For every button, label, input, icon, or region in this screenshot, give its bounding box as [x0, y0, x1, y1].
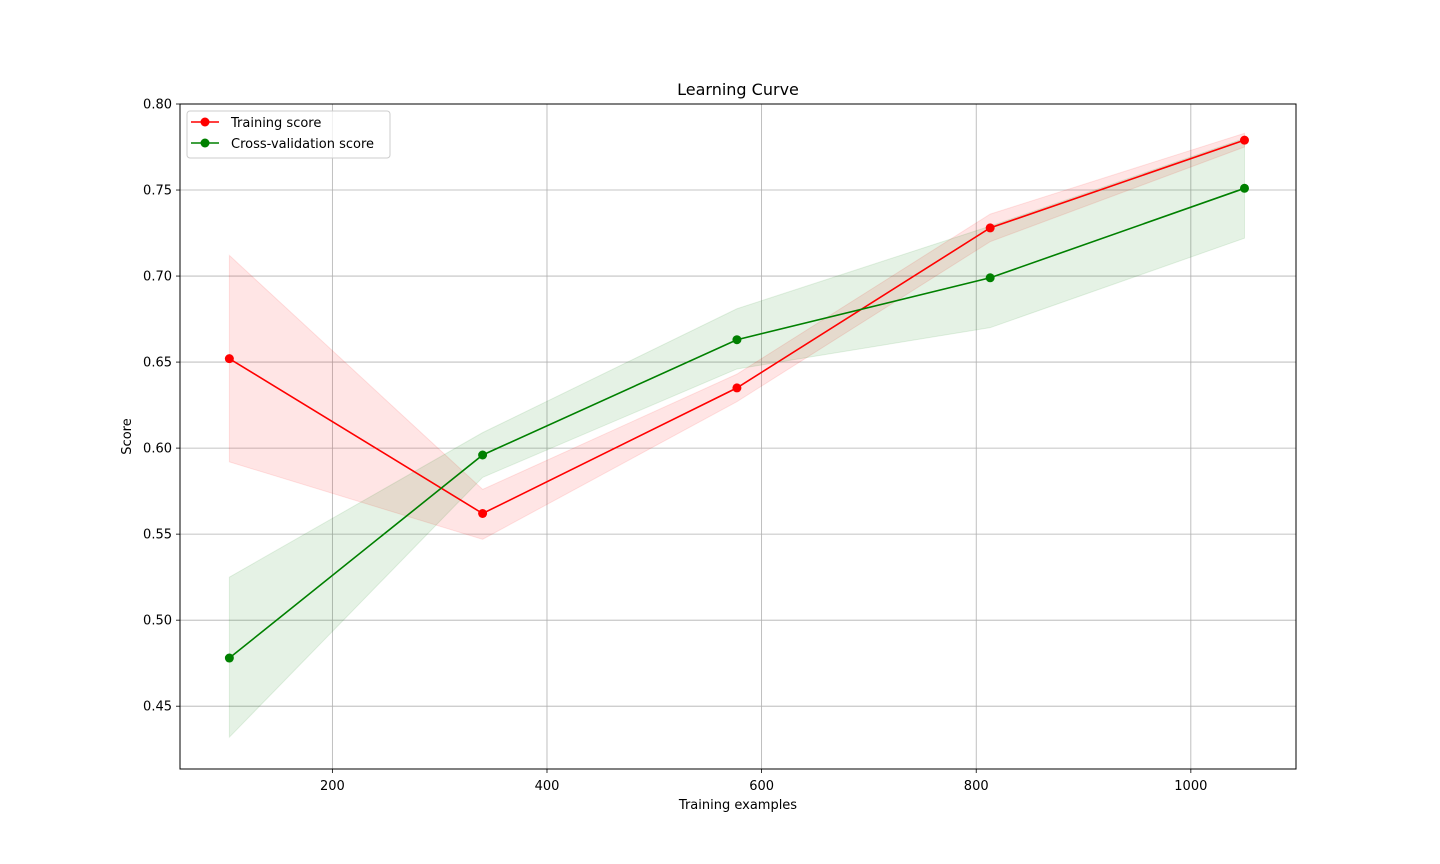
band-cv — [228, 137, 1245, 739]
y-tick-label: 0.70 — [143, 270, 172, 285]
point-cv — [224, 653, 234, 663]
y-tick-label: 0.60 — [143, 442, 172, 457]
axis-ticks: 200 400 600 800 1000 0.45 0.50 0.55 0.60 0.65 0.70… — [143, 98, 1207, 795]
x-axis-label: Training examples — [678, 798, 797, 813]
y-tick-label: 0.65 — [143, 356, 172, 371]
legend-box — [186, 110, 391, 159]
y-tick-label: 0.50 — [143, 614, 172, 629]
chart-title: Learning Curve — [677, 80, 799, 99]
y-tick-label: 0.55 — [143, 528, 172, 543]
x-tick-label: 600 — [749, 779, 774, 794]
point-training — [732, 383, 742, 393]
point-cv — [985, 273, 995, 283]
point-training — [1239, 135, 1249, 145]
x-tick-label: 400 — [535, 779, 560, 794]
plot-frame — [179, 103, 1297, 770]
y-tick-label: 0.75 — [143, 184, 172, 199]
legend: Training score Cross-validation score — [186, 110, 391, 159]
band-training — [228, 132, 1245, 540]
confidence-bands — [228, 132, 1245, 739]
point-training — [478, 508, 488, 518]
y-tick-label: 0.45 — [143, 700, 172, 715]
point-cv — [732, 335, 742, 345]
point-training — [985, 223, 995, 233]
legend-label-cv: Cross-validation score — [231, 137, 374, 152]
x-tick-label: 200 — [320, 779, 345, 794]
point-cv — [1239, 183, 1249, 193]
point-cv — [478, 450, 488, 460]
legend-marker-cv — [200, 138, 210, 148]
legend-marker-training — [200, 117, 210, 127]
y-tick-label: 0.80 — [143, 98, 172, 113]
series-markers — [224, 135, 1249, 663]
point-training — [224, 354, 234, 364]
y-axis-label: Score — [120, 418, 135, 454]
grid — [180, 103, 1296, 769]
legend-label-training: Training score — [230, 116, 321, 131]
x-tick-label: 800 — [964, 779, 989, 794]
x-tick-label: 1000 — [1174, 779, 1207, 794]
